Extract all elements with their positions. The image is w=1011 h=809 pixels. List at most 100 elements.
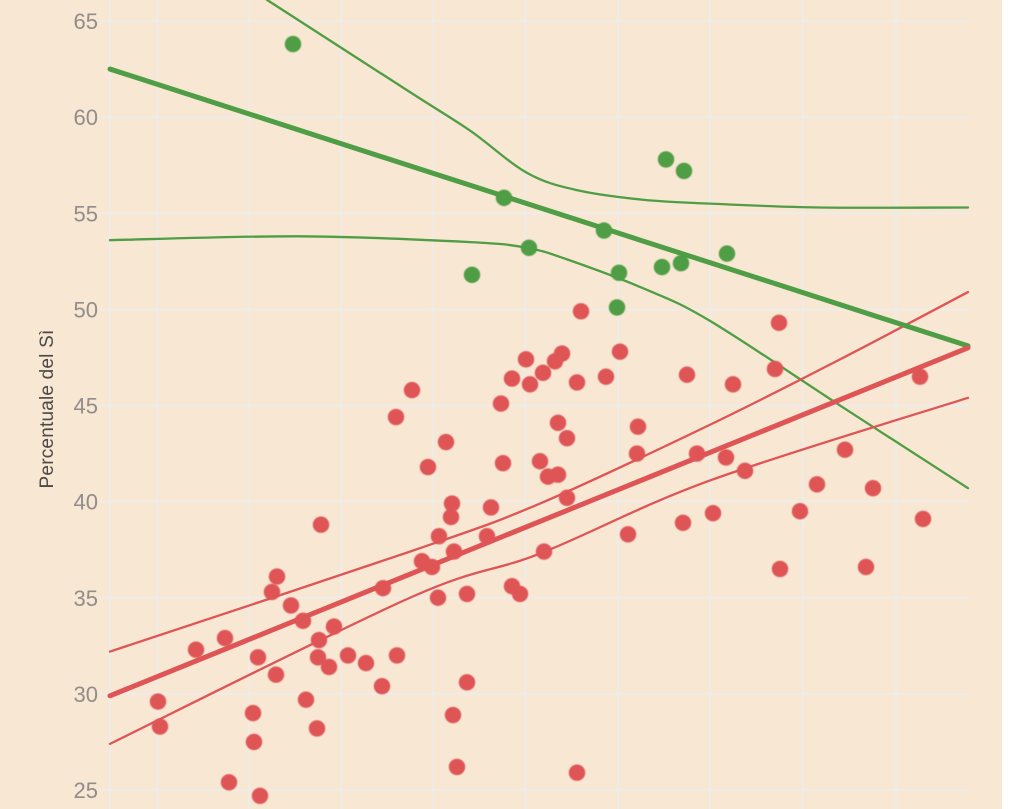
scatter-point-red [619, 526, 637, 543]
scatter-point-red [791, 503, 809, 520]
y-tick-label: 40 [74, 490, 98, 515]
scatter-point-red [443, 495, 461, 512]
scatter-point-red [688, 445, 706, 462]
scatter-point-red [320, 658, 338, 676]
scatter-point-red [549, 414, 567, 432]
scatter-point-red [553, 345, 571, 362]
scatter-point-red [678, 366, 696, 383]
scatter-point-red [597, 368, 615, 385]
scatter-point-red [445, 543, 463, 560]
scatter-point-red [187, 641, 205, 658]
scatter-point-green [608, 299, 626, 316]
scatter-point-red [503, 370, 521, 387]
scatter-point-red [373, 677, 391, 695]
scatter-point-green [653, 258, 671, 276]
scatter-point-red [534, 364, 552, 382]
scatter-point-green [520, 239, 538, 257]
scatter-point-red [568, 374, 586, 391]
scatter-point-red [151, 718, 169, 735]
trend-line-green-trend [107, 66, 971, 349]
scatter-point-red [736, 462, 754, 480]
scatter-point-red [611, 343, 629, 360]
scatter-point-red [494, 454, 512, 472]
scatter-point-red [430, 528, 448, 545]
y-tick-label: 25 [74, 778, 98, 803]
scatter-point-red [911, 368, 929, 385]
scatter-point-red [717, 449, 735, 466]
scatter-point-red [251, 787, 269, 804]
scatter-point-red [297, 691, 315, 708]
page-margin [1002, 0, 1011, 809]
scatter-point-green [495, 189, 513, 207]
scatter-point-red [403, 381, 421, 399]
y-tick-label: 35 [74, 586, 98, 611]
scatter-point-red [249, 649, 267, 666]
scatter-point-red [149, 693, 167, 710]
scatter-point-red [263, 583, 281, 601]
scatter-point-red [339, 647, 357, 664]
scatter-point-red [724, 376, 742, 393]
scatter-point-red [267, 666, 285, 683]
scatter-point-red [766, 360, 784, 378]
scatter-point-red [388, 647, 406, 664]
scatter-point-red [558, 489, 576, 506]
scatter-point-red [442, 508, 460, 526]
scatter-point-red [770, 314, 788, 332]
scatter-point-red [282, 597, 300, 614]
scatter-point-red [216, 629, 234, 647]
scatter-point-red [914, 510, 932, 528]
scatter-point-red [220, 774, 238, 791]
scatter-point-green [284, 35, 302, 53]
scatter-point-red [535, 543, 553, 560]
y-tick-label: 50 [74, 297, 98, 322]
scatter-point-red [558, 429, 576, 447]
scatter-point-red [310, 631, 328, 649]
scatter-point-red [419, 458, 437, 476]
scatter-point-red [771, 560, 789, 578]
scatter-point-red [458, 585, 476, 603]
scatter-point-red [308, 720, 326, 737]
scatter-point-red [572, 303, 590, 320]
scatter-point-red [244, 704, 262, 722]
scatter-point-red [309, 649, 327, 666]
scatter-point-red [674, 514, 692, 531]
scatter-point-green [610, 264, 628, 282]
scatter-point-green [595, 222, 613, 239]
scatter-point-red [492, 395, 510, 412]
scatter-point-red [704, 504, 722, 522]
scatter-point-red [444, 706, 462, 724]
scatter-point-red [423, 558, 441, 576]
scatter-point-red [357, 654, 375, 672]
scatter-point-red [864, 479, 882, 497]
scatter-point-red [458, 674, 476, 691]
y-tick-label: 65 [74, 9, 98, 34]
scatter-point-red [549, 466, 567, 483]
trend-line-red-trend [107, 345, 971, 699]
scatter-point-red [478, 528, 496, 545]
scatter-point-red [325, 618, 343, 635]
scatter-point-green [718, 245, 736, 262]
trend-line-green-ci-lower [108, 235, 970, 490]
scatter-point-red [857, 558, 875, 576]
scatter-point-red [521, 376, 539, 393]
scatter-point-red [836, 441, 854, 458]
scatter-point-red [437, 433, 455, 451]
scatter-point-red [808, 476, 826, 493]
scatter-point-red [387, 408, 405, 426]
scatter-point-red [629, 418, 647, 435]
scatter-point-red [568, 764, 586, 781]
y-tick-label: 30 [74, 682, 98, 707]
scatter-point-red [628, 445, 646, 462]
scatter-point-red [511, 585, 529, 603]
scatter-point-red [312, 516, 330, 533]
scatter-point-red [448, 758, 466, 776]
scatter-point-red [482, 499, 500, 516]
scatter-point-green [672, 255, 690, 272]
scatter-point-red [429, 589, 447, 606]
y-axis-title: Percentuale del Sì [37, 329, 58, 489]
trend-line-red-ci-upper [108, 290, 970, 653]
scatter-point-red [245, 733, 263, 751]
trend-line-green-ci-upper [265, 0, 970, 209]
